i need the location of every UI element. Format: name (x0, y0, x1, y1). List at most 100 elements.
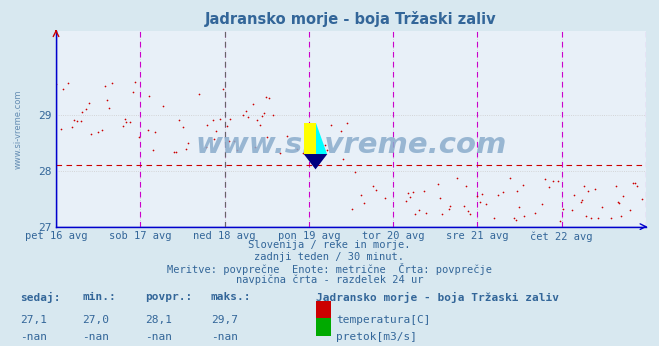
Point (519, 213, 530, 219)
Point (593, 215, 604, 220)
Point (130, 79, 140, 85)
Point (489, 215, 500, 221)
Text: temperatura[C]: temperatura[C] (336, 315, 430, 325)
Point (577, 197, 588, 202)
Point (121, 119, 132, 125)
Point (420, 211, 431, 216)
Text: 29,7: 29,7 (211, 315, 238, 325)
Text: navpična črta - razdelek 24 ur: navpična črta - razdelek 24 ur (236, 275, 423, 285)
Point (611, 183, 621, 188)
Point (103, 106, 114, 111)
Point (177, 124, 188, 129)
Point (401, 198, 412, 203)
Point (243, 115, 253, 120)
Polygon shape (316, 123, 328, 154)
Title: Jadransko morje - boja Tržaski zaliv: Jadransko morje - boja Tržaski zaliv (205, 11, 497, 27)
Point (260, 94, 271, 100)
Point (214, 117, 225, 122)
Text: -nan: -nan (20, 332, 47, 342)
Point (359, 200, 370, 206)
Point (433, 182, 444, 187)
Point (596, 204, 607, 209)
Point (472, 193, 482, 199)
Text: -nan: -nan (145, 332, 172, 342)
Point (308, 129, 318, 135)
Point (258, 110, 269, 116)
Point (347, 207, 357, 212)
Point (445, 203, 455, 208)
Point (434, 195, 445, 201)
Point (96, 128, 107, 133)
Point (568, 192, 579, 198)
Point (341, 120, 352, 126)
Point (475, 199, 486, 204)
Point (586, 215, 596, 220)
Point (229, 138, 239, 144)
Text: Jadransko morje - boja Tržaski zaliv: Jadransko morje - boja Tržaski zaliv (316, 292, 559, 303)
Point (459, 203, 470, 209)
Point (80, 106, 91, 111)
Text: -nan: -nan (82, 332, 109, 342)
Point (241, 108, 252, 113)
Point (350, 169, 360, 175)
Point (630, 180, 641, 186)
Point (125, 119, 135, 124)
Point (410, 211, 420, 217)
Point (547, 178, 558, 183)
Point (408, 190, 418, 195)
Point (200, 144, 211, 149)
Point (193, 91, 204, 97)
Point (310, 144, 320, 150)
Point (575, 199, 586, 204)
Point (255, 122, 266, 128)
Point (477, 191, 488, 196)
Point (171, 149, 181, 155)
Point (583, 189, 593, 194)
Point (72, 118, 82, 124)
Text: sedaj:: sedaj: (20, 292, 60, 303)
Point (119, 116, 130, 122)
Point (274, 151, 285, 156)
Point (612, 199, 623, 204)
Point (67, 124, 77, 130)
Point (218, 86, 229, 92)
Text: min.:: min.: (82, 292, 116, 302)
Point (101, 98, 112, 103)
Text: www.si-vreme.com: www.si-vreme.com (13, 89, 22, 169)
Point (56, 126, 67, 131)
Point (142, 127, 153, 133)
Point (355, 192, 366, 198)
Point (181, 146, 192, 152)
Point (581, 214, 591, 219)
Point (51, 81, 61, 87)
Point (232, 147, 243, 153)
Point (248, 101, 258, 106)
Point (134, 134, 144, 140)
Point (326, 122, 336, 127)
Point (264, 95, 274, 100)
Point (93, 129, 103, 135)
Point (463, 208, 473, 214)
Point (436, 212, 447, 217)
Point (148, 147, 158, 153)
Point (579, 184, 589, 189)
Point (530, 210, 540, 216)
Point (202, 122, 213, 128)
Point (208, 117, 218, 122)
Point (413, 208, 424, 213)
Point (221, 124, 232, 129)
Point (158, 103, 169, 109)
Point (380, 195, 391, 201)
Point (150, 129, 160, 135)
Polygon shape (304, 123, 316, 154)
Point (452, 175, 463, 181)
Point (510, 218, 521, 223)
Point (505, 175, 515, 181)
Point (368, 183, 378, 189)
Point (252, 117, 262, 123)
Point (498, 190, 509, 195)
Point (509, 215, 519, 221)
Point (223, 138, 234, 143)
Point (75, 118, 86, 124)
Point (625, 207, 635, 213)
